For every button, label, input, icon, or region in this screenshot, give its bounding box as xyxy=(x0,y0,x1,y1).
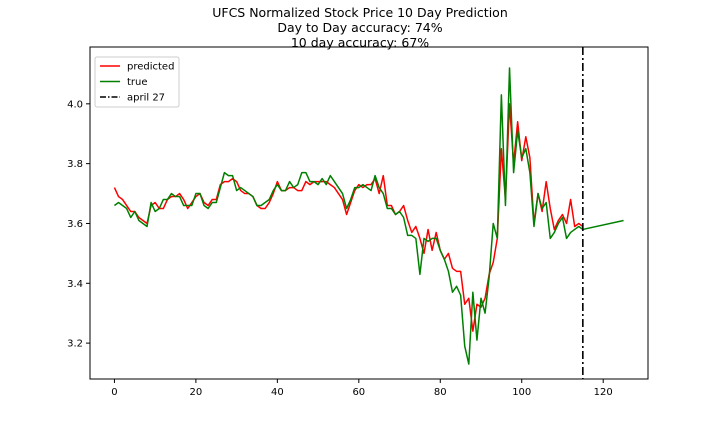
series-layer xyxy=(113,47,624,379)
x-tick-label: 0 xyxy=(111,387,117,398)
chart-subtitle-daily-accuracy: Day to Day accuracy: 74% xyxy=(277,20,443,35)
legend: predicted true april 27 xyxy=(94,56,180,108)
x-tick-label: 100 xyxy=(512,387,531,398)
legend-label-true: true xyxy=(127,77,148,88)
chart-subtitle-10day-accuracy: 10 day accuracy: 67% xyxy=(290,35,430,50)
y-tick-label: 3.2 xyxy=(67,339,83,350)
chart-title: UFCS Normalized Stock Price 10 Day Predi… xyxy=(212,5,508,20)
x-tick-label: 120 xyxy=(594,387,613,398)
y-tick-label: 4.0 xyxy=(67,99,83,110)
legend-label-predicted: predicted xyxy=(127,62,174,73)
legend-label-april-27: april 27 xyxy=(127,93,165,104)
x-tick-label: 60 xyxy=(352,387,365,398)
x-tick-label: 20 xyxy=(190,387,203,398)
x-tick-label: 80 xyxy=(434,387,447,398)
y-tick-label: 3.6 xyxy=(67,219,83,230)
axes-layer: 0 20 40 60 80 100 120 3.2 3.4 3.6 3.8 4.0 xyxy=(67,46,649,398)
y-tick-label: 3.8 xyxy=(67,159,83,170)
y-tick-label: 3.4 xyxy=(67,279,83,290)
legend-box xyxy=(94,56,180,108)
plot-frame xyxy=(89,46,649,380)
series-line-true xyxy=(113,67,624,365)
x-tick-label: 40 xyxy=(271,387,284,398)
